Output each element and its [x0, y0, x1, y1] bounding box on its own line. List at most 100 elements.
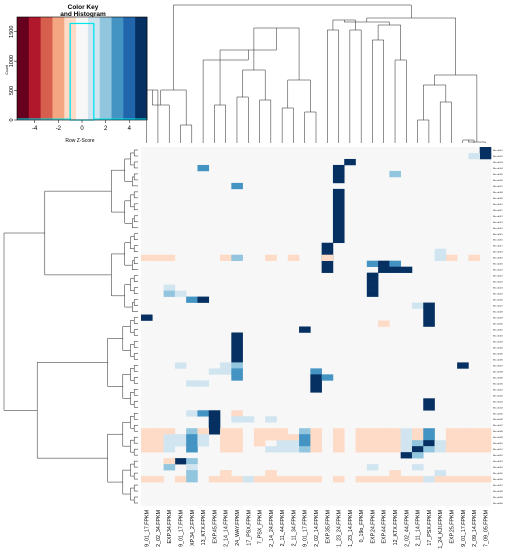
heatmap-cell — [366, 290, 379, 297]
heatmap-cell — [332, 476, 345, 483]
column-dendrogram-branch — [281, 107, 294, 143]
row-dendrogram-branch — [133, 413, 138, 420]
row-label: Bhcsd053 — [493, 461, 504, 463]
heatmap-cell — [220, 254, 232, 261]
heatmap-cell — [411, 440, 424, 447]
heatmap-cell — [220, 470, 232, 477]
heatmap-cell — [197, 296, 210, 303]
row-dendrogram-branch — [133, 191, 138, 199]
heatmap-cell — [141, 440, 153, 447]
row-dendrogram-branch — [107, 338, 123, 387]
column-dendrogram-branch — [304, 111, 317, 143]
heatmap-cell — [457, 428, 469, 435]
heatmap-cell — [332, 446, 345, 453]
row-label: Bhcsd010 — [493, 204, 504, 206]
heatmap-cell — [479, 434, 492, 441]
heatmap-cell — [231, 368, 243, 375]
row-label: Bhcsd049 — [493, 437, 504, 439]
row-label: Bhcsd014 — [493, 228, 504, 230]
heatmap-cell — [355, 440, 368, 447]
column-label: 1_23_14.FPKM — [348, 510, 354, 547]
row-label: Bhcsd058 — [493, 491, 504, 493]
row-label: Bhcsd024 — [493, 288, 504, 290]
heatmap-cell — [366, 260, 379, 267]
column-label: 2_09_14.FPKM — [472, 510, 478, 547]
heatmap-cell — [186, 380, 198, 387]
row-label: Bhcsd018 — [493, 252, 504, 254]
row-dendrogram-branch — [124, 200, 133, 224]
row-label: Bhcsd021 — [493, 270, 504, 272]
row-label: Bhcsd008 — [493, 192, 504, 194]
row-dendrogram-branch — [133, 161, 138, 169]
heatmap-cell — [220, 476, 232, 483]
heatmap-cell — [479, 428, 492, 435]
row-label: Bhcsd017 — [493, 246, 504, 248]
row-dendrogram-branch — [44, 190, 112, 276]
heatmap-cell — [299, 326, 311, 333]
heatmap-cell — [332, 164, 345, 172]
row-dendrogram-branch — [133, 233, 138, 240]
heatmap-cell — [231, 374, 243, 381]
heatmap-cell — [186, 440, 198, 447]
heatmap-cell — [445, 440, 458, 447]
heatmap-cell — [321, 260, 334, 267]
row-dendrogram-branch — [133, 496, 138, 504]
heatmap-cell — [310, 368, 322, 375]
row-dendrogram-branch — [130, 278, 135, 291]
heatmap-cell — [253, 440, 266, 447]
heatmap-cell — [231, 344, 243, 351]
heatmap-cell — [197, 440, 210, 447]
column-label: 2_02_14.FPKM — [314, 510, 320, 547]
heatmap-cell — [411, 302, 424, 309]
heatmap-cell — [479, 446, 492, 453]
heatmap-cell — [186, 434, 198, 441]
heatmap-cell — [411, 446, 424, 453]
row-dendrogram-branch — [133, 341, 138, 348]
row-label: Bhcsd005 — [493, 174, 504, 176]
row-dendrogram-branch — [132, 176, 138, 187]
heatmap-cell — [468, 254, 481, 261]
heatmap-cell — [378, 434, 390, 441]
column-label: 9_01_17.FPKM — [461, 510, 467, 547]
column-dendrogram-branch — [180, 124, 193, 143]
row-dendrogram-branch — [130, 416, 135, 429]
color-key-x-tick-label: 4 — [128, 126, 132, 132]
column-label: 0_19o_FPKM — [359, 510, 365, 542]
color-key-band — [76, 17, 89, 120]
row-label: Bhcsd048 — [493, 431, 504, 433]
heatmap-cell — [152, 434, 164, 441]
heatmap-cell — [197, 164, 210, 172]
row-dendrogram-branch — [130, 194, 135, 208]
heatmap-cell — [400, 266, 413, 273]
row-dendrogram-branch — [133, 173, 138, 181]
heatmap-cell — [332, 194, 345, 202]
column-label: 2_14_14.FPKM — [224, 510, 230, 547]
heatmap-cell — [253, 476, 266, 483]
column-dendrogram-branch — [259, 99, 272, 143]
column-dendrogram-branch — [236, 96, 249, 143]
heatmap-cell — [310, 380, 322, 387]
row-dendrogram-branch — [133, 484, 138, 492]
row-dendrogram-branch — [130, 152, 135, 166]
heatmap-cell — [457, 362, 469, 369]
heatmap-cell — [163, 446, 176, 453]
row-dendrogram-branch — [132, 218, 138, 229]
row-label: Bhcsd041 — [493, 389, 504, 391]
row-label: Bhcsd009 — [493, 198, 504, 200]
row-label: Bhcsd034 — [493, 347, 504, 349]
row-label: Bhcsd035 — [493, 353, 504, 355]
row-dendrogram — [3, 149, 138, 504]
heatmap-cell — [163, 440, 176, 447]
heatmap-cell — [332, 176, 345, 184]
heatmap-cell — [479, 147, 492, 154]
row-dendrogram-branch — [133, 257, 138, 264]
column-label: 17_PSX.FPKM — [246, 510, 252, 546]
row-dendrogram-branch — [124, 242, 133, 266]
color-key-axes: -4 -2 0 2 4 0 500 1000 1500 — [9, 16, 148, 132]
heatmap-cell — [231, 332, 243, 339]
histogram-line — [17, 23, 147, 120]
heatmap-cell — [321, 374, 334, 381]
row-label: Bhcsd019 — [493, 258, 504, 260]
heatmap-cell — [276, 476, 289, 483]
